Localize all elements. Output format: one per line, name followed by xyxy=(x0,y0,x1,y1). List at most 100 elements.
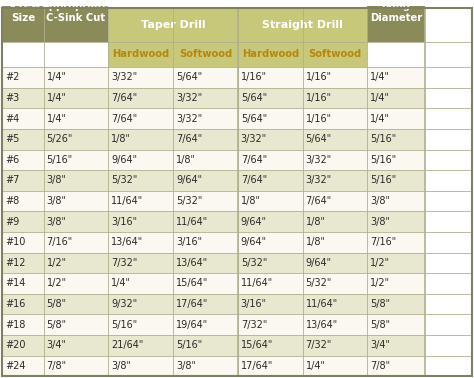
Text: 11/64": 11/64" xyxy=(241,279,273,288)
Bar xyxy=(303,273,367,294)
Text: 5/8": 5/8" xyxy=(370,320,391,330)
Bar xyxy=(2,273,44,294)
Bar xyxy=(367,67,425,88)
Bar xyxy=(367,356,425,376)
Text: 1/4": 1/4" xyxy=(46,73,66,82)
Bar xyxy=(44,88,109,108)
Text: #2: #2 xyxy=(5,73,19,82)
Text: 7/64": 7/64" xyxy=(111,93,137,103)
Text: 7/64": 7/64" xyxy=(111,114,137,124)
Bar xyxy=(238,88,303,108)
Text: 5/16": 5/16" xyxy=(176,340,202,350)
Bar xyxy=(2,294,44,314)
Text: 1/16": 1/16" xyxy=(241,73,267,82)
Bar xyxy=(367,335,425,356)
Bar xyxy=(173,129,238,150)
Text: 15/64": 15/64" xyxy=(176,279,209,288)
Bar xyxy=(2,356,44,376)
Bar xyxy=(303,211,367,232)
Bar xyxy=(303,335,367,356)
Text: 3/32": 3/32" xyxy=(176,114,202,124)
Text: 3/32": 3/32" xyxy=(176,93,202,103)
Text: 3/8": 3/8" xyxy=(176,361,196,371)
Bar xyxy=(367,253,425,273)
Text: 1/4": 1/4" xyxy=(370,73,390,82)
Text: #16: #16 xyxy=(5,299,26,309)
Bar xyxy=(303,108,367,129)
Bar xyxy=(238,42,303,67)
Text: 3/8": 3/8" xyxy=(111,361,131,371)
Bar xyxy=(44,314,109,335)
Text: 5/16": 5/16" xyxy=(370,175,397,185)
Bar xyxy=(238,273,303,294)
Bar xyxy=(2,335,44,356)
Bar xyxy=(238,8,367,42)
Text: 1/4": 1/4" xyxy=(46,93,66,103)
Text: 3/32": 3/32" xyxy=(111,73,137,82)
Bar xyxy=(367,108,425,129)
Bar xyxy=(173,294,238,314)
Bar xyxy=(367,294,425,314)
Bar xyxy=(109,232,173,253)
Text: 13/64": 13/64" xyxy=(306,320,338,330)
Text: 3/4": 3/4" xyxy=(46,340,66,350)
Text: 9/64": 9/64" xyxy=(241,237,267,247)
Bar xyxy=(173,314,238,335)
Bar xyxy=(303,191,367,211)
Bar xyxy=(238,170,303,191)
Bar xyxy=(173,42,238,67)
Text: 9/64": 9/64" xyxy=(176,175,202,185)
Bar xyxy=(2,88,44,108)
Text: 7/8": 7/8" xyxy=(46,361,67,371)
Bar xyxy=(109,273,173,294)
Text: Hardwood: Hardwood xyxy=(242,50,299,59)
Text: Straight Drill: Straight Drill xyxy=(262,20,343,29)
Bar xyxy=(303,253,367,273)
Bar xyxy=(367,191,425,211)
Text: 7/64": 7/64" xyxy=(176,134,202,144)
Text: 5/64": 5/64" xyxy=(176,73,202,82)
Bar xyxy=(44,335,109,356)
Bar xyxy=(44,0,109,42)
Bar xyxy=(44,129,109,150)
Text: #7: #7 xyxy=(5,175,19,185)
Bar xyxy=(44,191,109,211)
Text: Hardwood: Hardwood xyxy=(112,50,169,59)
Text: #12: #12 xyxy=(5,258,26,268)
Bar xyxy=(303,42,367,67)
Bar xyxy=(303,170,367,191)
Bar xyxy=(173,211,238,232)
Text: 5/8": 5/8" xyxy=(46,320,67,330)
Bar xyxy=(109,335,173,356)
Text: 1/2": 1/2" xyxy=(46,279,67,288)
Text: 11/64": 11/64" xyxy=(306,299,338,309)
Bar xyxy=(44,170,109,191)
Bar xyxy=(303,88,367,108)
Bar xyxy=(109,314,173,335)
Text: 1/8": 1/8" xyxy=(111,134,131,144)
Bar xyxy=(303,356,367,376)
Bar xyxy=(2,67,44,88)
Bar xyxy=(238,191,303,211)
Bar xyxy=(2,0,44,42)
Text: 17/64": 17/64" xyxy=(176,299,209,309)
Text: 5/32": 5/32" xyxy=(306,279,332,288)
Text: 7/64": 7/64" xyxy=(241,175,267,185)
Text: 9/64": 9/64" xyxy=(306,258,332,268)
Text: 7/16": 7/16" xyxy=(46,237,73,247)
Text: 1/16": 1/16" xyxy=(306,73,332,82)
Text: Taper Drill: Taper Drill xyxy=(141,20,206,29)
Text: 5/8": 5/8" xyxy=(46,299,67,309)
Text: 5/32": 5/32" xyxy=(111,175,137,185)
Bar xyxy=(109,129,173,150)
Bar xyxy=(303,67,367,88)
Text: 1/4": 1/4" xyxy=(111,279,131,288)
Text: #24: #24 xyxy=(5,361,26,371)
Text: 3/32": 3/32" xyxy=(241,134,267,144)
Bar xyxy=(303,294,367,314)
Text: 11/64": 11/64" xyxy=(176,217,208,227)
Text: 9/32": 9/32" xyxy=(111,299,137,309)
Text: 5/64": 5/64" xyxy=(306,134,332,144)
Bar xyxy=(173,67,238,88)
Text: #10: #10 xyxy=(5,237,26,247)
